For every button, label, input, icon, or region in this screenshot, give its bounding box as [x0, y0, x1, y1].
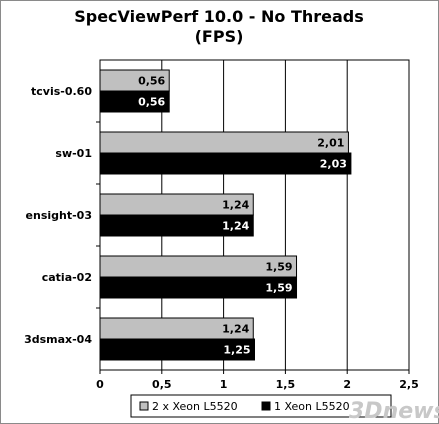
- x-tick-label: 0: [96, 378, 104, 391]
- legend-label-2x-xeon: 2 x Xeon L5520: [152, 400, 238, 413]
- data-label-catia-02-series-0: 1,59: [265, 261, 292, 274]
- bar-catia-02-series-1: [99, 276, 298, 299]
- legend-swatch-2x-xeon: [139, 401, 149, 411]
- data-label-3dsmax-04-series-1: 1,25: [223, 344, 250, 357]
- data-label-ensight-03-series-0: 1,24: [222, 199, 249, 212]
- x-tick-label: 2: [343, 378, 351, 391]
- legend: 2 x Xeon L5520 1 Xeon L5520: [130, 394, 392, 418]
- category-label-3dsmax-04: 3dsmax-04: [24, 333, 92, 346]
- data-label-sw-01-series-1: 2,03: [320, 158, 347, 171]
- data-label-tcvis-0-60-series-0: 0,56: [138, 75, 165, 88]
- bar-3dsmax-04-series-1: [99, 338, 255, 361]
- x-tick-label: 1: [220, 378, 228, 391]
- data-label-3dsmax-04-series-0: 1,24: [222, 323, 249, 336]
- bar-sw-01-series-1: [99, 152, 352, 175]
- data-label-ensight-03-series-1: 1,24: [222, 220, 249, 233]
- data-label-catia-02-series-1: 1,59: [265, 282, 292, 295]
- bar-ensight-03-series-1: [99, 214, 254, 237]
- data-label-tcvis-0-60-series-1: 0,56: [138, 96, 165, 109]
- legend-swatch-1-xeon: [261, 401, 271, 411]
- x-tick-label: 2,5: [399, 378, 419, 391]
- x-tick-label: 1,5: [276, 378, 296, 391]
- chart-title: SpecViewPerf 10.0 - No Threads: [74, 7, 364, 26]
- data-label-sw-01-series-0: 2,01: [317, 137, 344, 150]
- category-label-tcvis-0-60: tcvis-0.60: [31, 85, 92, 98]
- legend-label-1-xeon: 1 Xeon L5520: [274, 400, 350, 413]
- category-label-sw-01: sw-01: [55, 147, 92, 160]
- bar-sw-01-series-0: [99, 131, 349, 154]
- category-label-ensight-03: ensight-03: [26, 209, 92, 222]
- watermark-logo: 3Dnews: [349, 399, 439, 424]
- x-tick-label: 0,5: [152, 378, 172, 391]
- category-label-catia-02: catia-02: [42, 271, 92, 284]
- legend-box: [130, 394, 392, 418]
- bar-tcvis-0-60-series-1: [99, 90, 170, 113]
- chart-subtitle: (FPS): [195, 27, 244, 46]
